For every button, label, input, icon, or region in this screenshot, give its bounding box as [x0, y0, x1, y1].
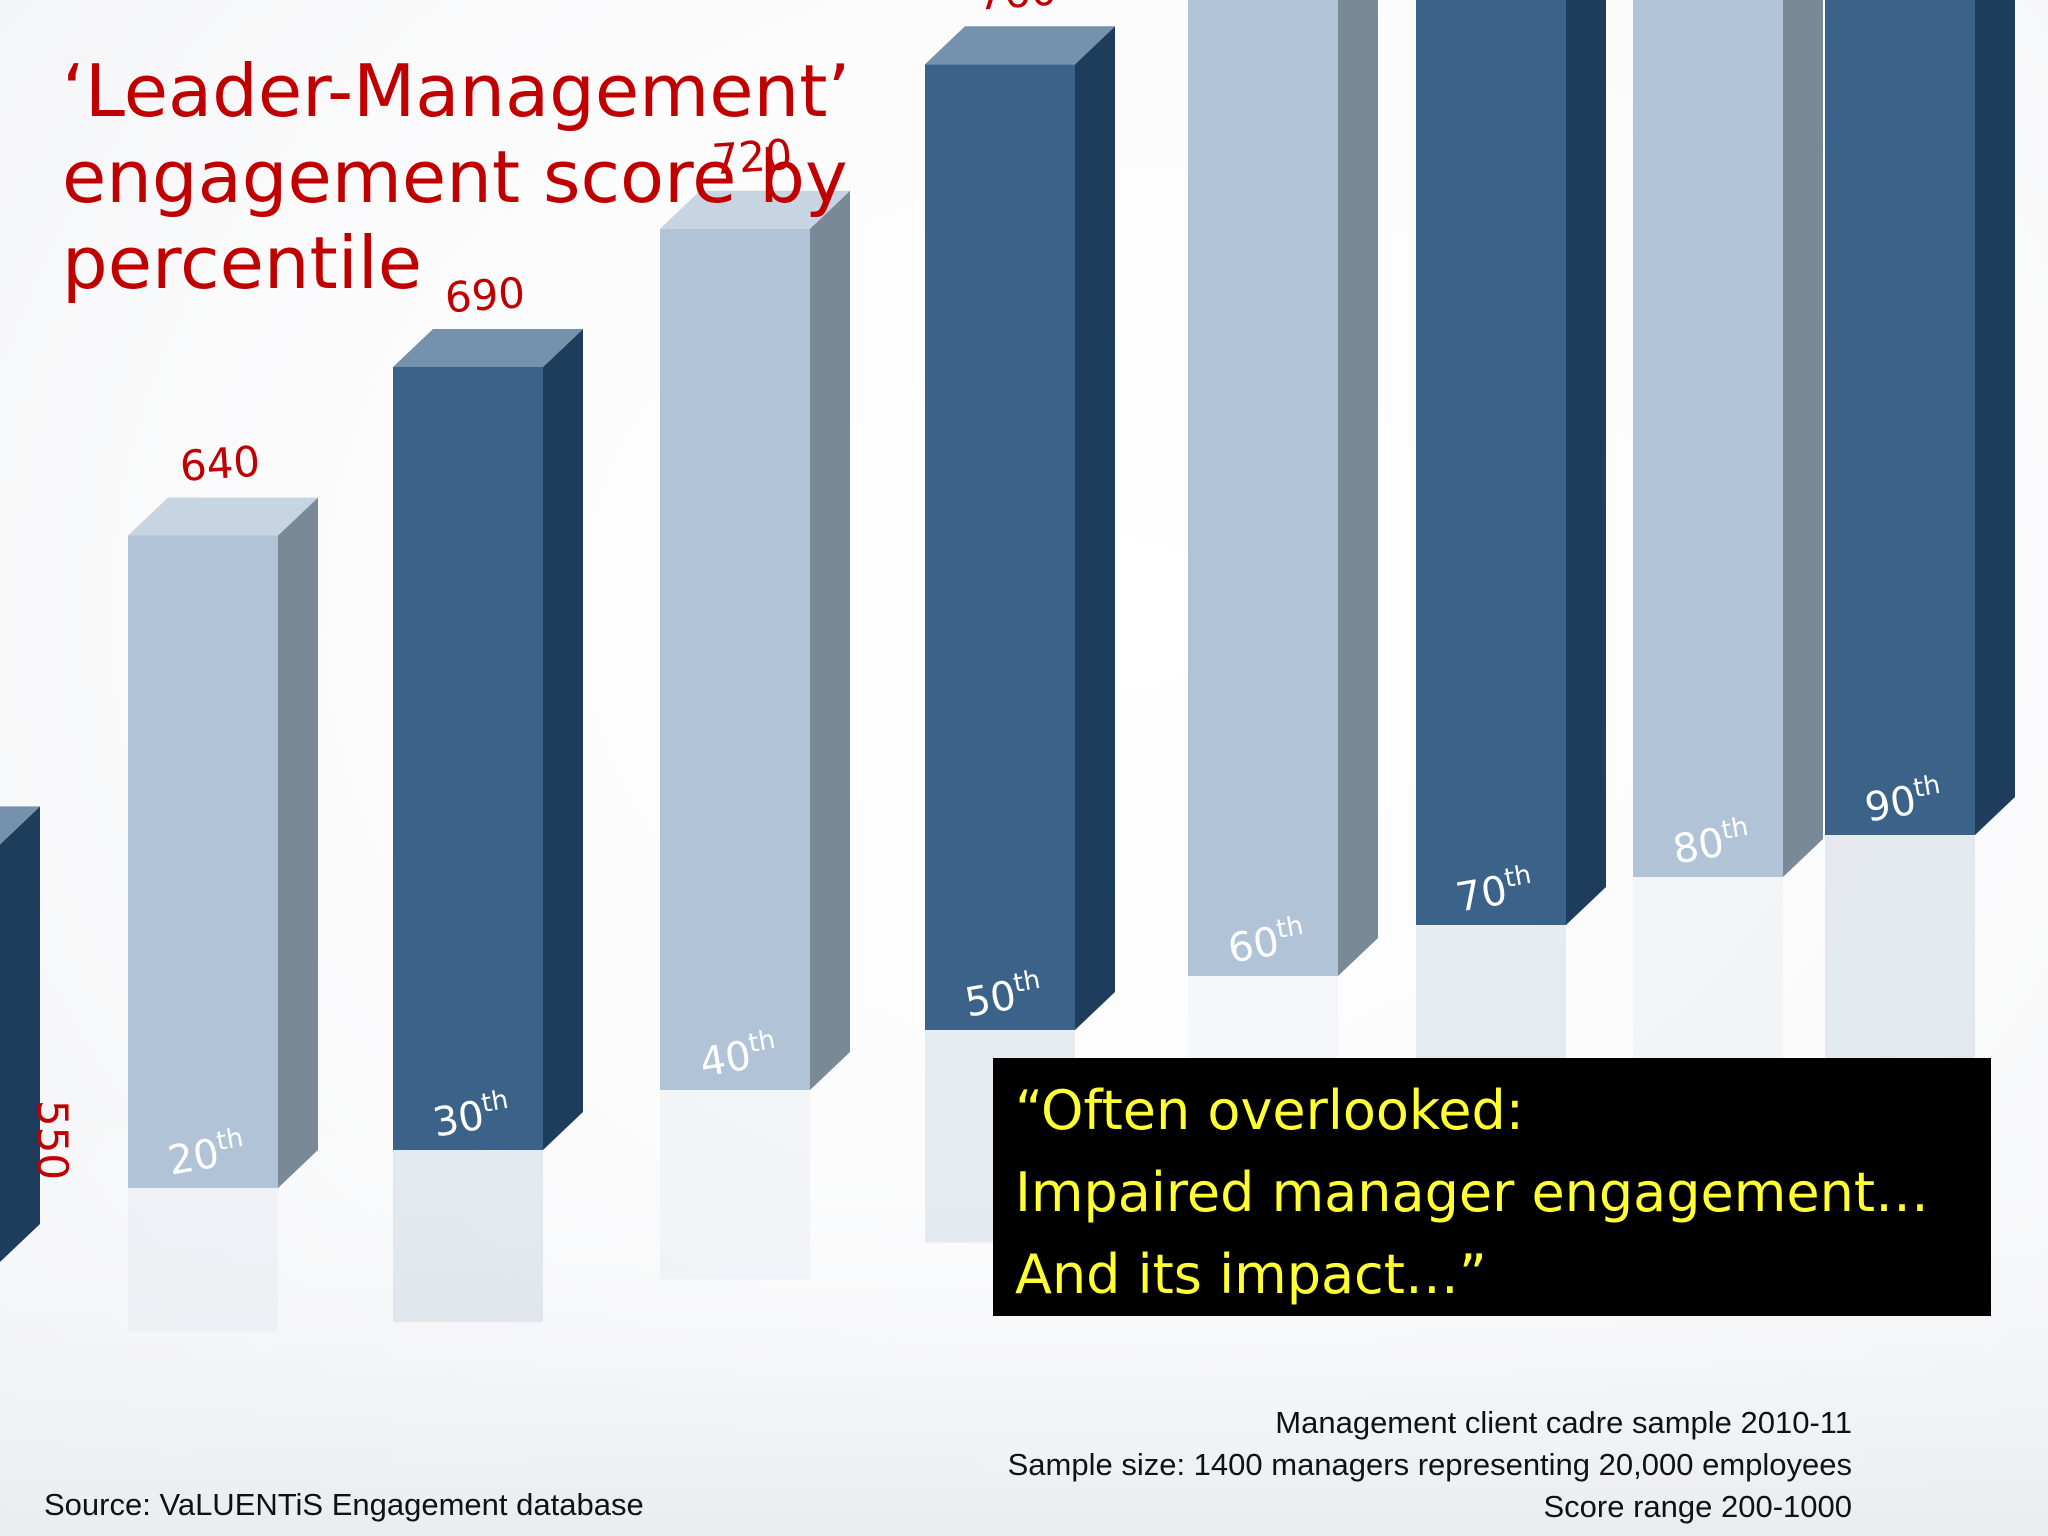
bar-side-face	[1075, 26, 1115, 1031]
bar-80th	[1633, 0, 1823, 1147]
bar-front-face	[660, 228, 810, 1090]
value-label: 690	[443, 268, 526, 322]
category-label: 20th	[164, 1123, 249, 1185]
category-label: 40th	[696, 1025, 781, 1087]
category-label: 60th	[1224, 911, 1309, 973]
bar-front-face	[1825, 0, 1975, 835]
value-label: 760	[975, 0, 1058, 20]
source-caption: Source: VaLUENTiS Engagement database	[44, 1487, 644, 1522]
bar-reflection	[128, 1188, 278, 1332]
bar-90th	[1825, 0, 2015, 1134]
bar-side-face	[543, 329, 583, 1150]
note-score-range: Score range 200-1000	[1543, 1489, 1852, 1524]
bar-side-face	[810, 190, 850, 1090]
title-line-3: percentile	[62, 221, 423, 305]
bar-side-face	[0, 806, 40, 1262]
bar-top-face	[128, 497, 318, 536]
bar-front-face	[128, 535, 278, 1188]
bar-top-face	[393, 329, 583, 367]
bar-60th	[1188, 0, 1378, 1206]
note-sample-period: Management client cadre sample 2010-11	[1275, 1405, 1852, 1440]
bar-10th	[0, 806, 40, 1262]
quote-box: “Often overlooked: Impaired manager enga…	[993, 1058, 1991, 1316]
bar-top-face	[660, 190, 850, 229]
title-line-1: ‘Leader-Management’	[62, 49, 851, 133]
bar-70th	[1416, 0, 1606, 1168]
bar-front-face	[393, 367, 543, 1150]
category-label: 30th	[429, 1085, 514, 1147]
category-label: 90th	[1861, 770, 1946, 832]
value-label: 550	[28, 1100, 77, 1180]
bar-front-face	[1633, 0, 1783, 877]
category-label: 70th	[1452, 860, 1537, 922]
chart-title: ‘Leader-Management’ engagement score by …	[62, 48, 962, 306]
bar-side-face	[1338, 0, 1378, 976]
bar-reflection	[660, 1090, 810, 1280]
quote-line-3: And its impact…”	[1015, 1243, 1487, 1306]
title-line-2: engagement score by	[62, 135, 848, 219]
bar-front-face	[1416, 0, 1566, 925]
bar-side-face	[1566, 0, 1606, 925]
bar-front-face	[925, 64, 1075, 1031]
bar-side-face	[1975, 0, 2015, 835]
value-label: 640	[178, 437, 261, 491]
bar-top-face	[925, 26, 1115, 65]
bar-20th	[128, 497, 318, 1332]
bar-top-face	[0, 806, 40, 845]
sample-notes: Management client cadre sample 2010-11 S…	[1008, 1402, 1852, 1528]
value-label: 720	[710, 130, 793, 184]
bar-side-face	[1783, 0, 1823, 877]
category-label: 80th	[1669, 812, 1754, 874]
bar-front-face	[1188, 0, 1338, 976]
quote-line-1: “Often overlooked:	[1015, 1079, 1524, 1142]
bar-30th	[393, 329, 583, 1323]
category-label: 50th	[961, 965, 1046, 1027]
note-sample-size: Sample size: 1400 managers representing …	[1007, 1447, 1852, 1482]
labels-group: 55064020th69030th72040th76050th79060th81…	[28, 0, 1946, 1185]
bar-side-face	[278, 497, 318, 1188]
quote-line-2: Impaired manager engagement…	[1015, 1161, 1929, 1224]
bar-reflection	[393, 1150, 543, 1323]
bar-40th	[660, 190, 850, 1280]
